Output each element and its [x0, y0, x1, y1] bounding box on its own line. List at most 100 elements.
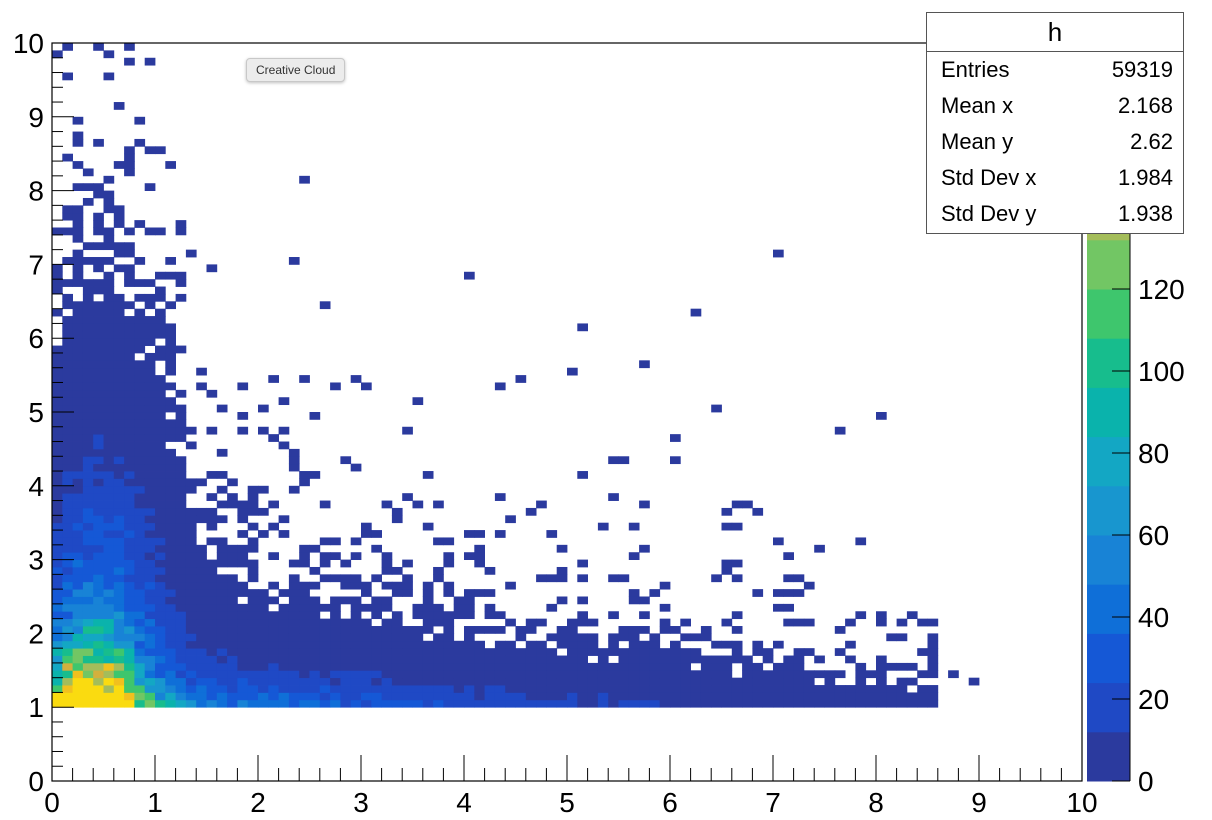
heatmap-cell — [72, 257, 84, 265]
heatmap-cell — [175, 633, 187, 642]
heatmap-cell — [556, 544, 568, 553]
heatmap-cell — [567, 662, 578, 671]
heatmap-cell — [52, 581, 63, 590]
heatmap-cell — [62, 515, 73, 524]
heatmap-cell — [340, 640, 352, 649]
heatmap-cell — [155, 352, 166, 361]
heatmap-cell — [113, 161, 125, 169]
heatmap-cell — [206, 633, 218, 642]
heatmap-cell — [165, 456, 176, 465]
palette-swatch — [1087, 731, 1130, 782]
heatmap-cell — [484, 611, 496, 620]
heatmap-cell — [185, 603, 197, 612]
palette-tick-label: 80 — [1138, 438, 1169, 469]
heatmap-cell — [433, 692, 444, 701]
heatmap-cell — [536, 618, 547, 627]
heatmap-cell — [196, 552, 207, 560]
heatmap-cell — [185, 640, 197, 649]
heatmap-cell — [247, 589, 259, 597]
heatmap-cell — [62, 670, 73, 679]
heatmap-cell — [134, 375, 146, 383]
heatmap-cell — [422, 581, 434, 590]
heatmap-cell — [299, 633, 310, 642]
heatmap-cell — [608, 662, 619, 671]
heatmap-cell — [505, 662, 516, 671]
heatmap-cell — [309, 699, 321, 708]
heatmap-cell — [371, 648, 382, 656]
heatmap-cell — [237, 699, 249, 708]
heatmap-cell — [247, 507, 259, 516]
heatmap-cell — [278, 692, 290, 701]
heatmap-cell — [700, 626, 712, 634]
heatmap-cell — [793, 677, 805, 686]
heatmap-cell — [82, 382, 94, 391]
heatmap-cell — [175, 485, 187, 494]
heatmap-cell — [649, 677, 661, 686]
heatmap-cell — [505, 699, 516, 708]
palette-swatch — [1087, 387, 1130, 438]
heatmap-cell — [124, 515, 135, 524]
heatmap-cell — [597, 685, 609, 693]
heatmap-cell — [247, 670, 259, 679]
heatmap-cell — [319, 655, 331, 664]
heatmap-cell — [546, 662, 558, 671]
heatmap-cell — [134, 692, 146, 701]
heatmap-cell — [93, 426, 104, 435]
heatmap-cell — [690, 677, 702, 686]
heatmap-cell — [165, 670, 176, 679]
heatmap-cell — [216, 692, 228, 701]
heatmap-cell — [319, 685, 331, 693]
heatmap-cell — [278, 426, 290, 435]
heatmap-cell — [628, 640, 640, 649]
heatmap-cell — [391, 566, 403, 575]
heatmap-cell — [597, 677, 609, 686]
heatmap-cell — [52, 412, 63, 420]
heatmap-cell — [113, 389, 125, 398]
heatmap-cell — [659, 648, 671, 656]
heatmap-cell — [113, 640, 125, 649]
heatmap-cell — [608, 677, 619, 686]
heatmap-cell — [155, 286, 166, 295]
heatmap-cell — [556, 574, 568, 583]
heatmap-cell — [659, 626, 671, 634]
heatmap-cell — [721, 507, 733, 516]
heatmap-cell — [319, 603, 331, 612]
heatmap-cell — [464, 552, 475, 560]
heatmap-cell — [134, 677, 146, 686]
heatmap-cell — [628, 589, 640, 597]
heatmap-cell — [247, 603, 259, 612]
heatmap-cell — [865, 685, 877, 693]
heatmap-cell — [113, 611, 125, 620]
heatmap-cell — [144, 448, 156, 457]
heatmap-cell — [196, 566, 207, 575]
heatmap-cell — [628, 633, 640, 642]
heatmap-cell — [906, 692, 918, 701]
heatmap-cell — [309, 626, 321, 634]
heatmap-cell — [62, 478, 73, 487]
heatmap-cell — [391, 692, 403, 701]
heatmap-cell — [93, 138, 104, 147]
heatmap-cell — [113, 242, 125, 251]
heatmap-cell — [93, 323, 104, 332]
heatmap-cell — [134, 611, 146, 620]
heatmap-cell — [690, 648, 702, 656]
heatmap-cell — [288, 611, 300, 620]
heatmap-cell — [803, 618, 815, 627]
heatmap-cell — [433, 611, 444, 620]
heatmap-cell — [227, 603, 238, 612]
heatmap-cell — [113, 589, 125, 597]
heatmap-cell — [299, 626, 310, 634]
heatmap-cell — [144, 530, 156, 538]
heatmap-cell — [113, 360, 125, 369]
heatmap-cell — [319, 626, 331, 634]
heatmap-cell — [474, 662, 485, 671]
heatmap-cell — [196, 507, 207, 516]
heatmap-cell — [155, 227, 166, 236]
heatmap-cell — [155, 471, 166, 479]
heatmap-cell — [62, 375, 73, 383]
heatmap-cell — [422, 692, 434, 701]
heatmap-cell — [309, 566, 321, 575]
heatmap-cell — [752, 648, 764, 656]
heatmap-cell — [196, 603, 207, 612]
heatmap-cell — [917, 670, 928, 679]
